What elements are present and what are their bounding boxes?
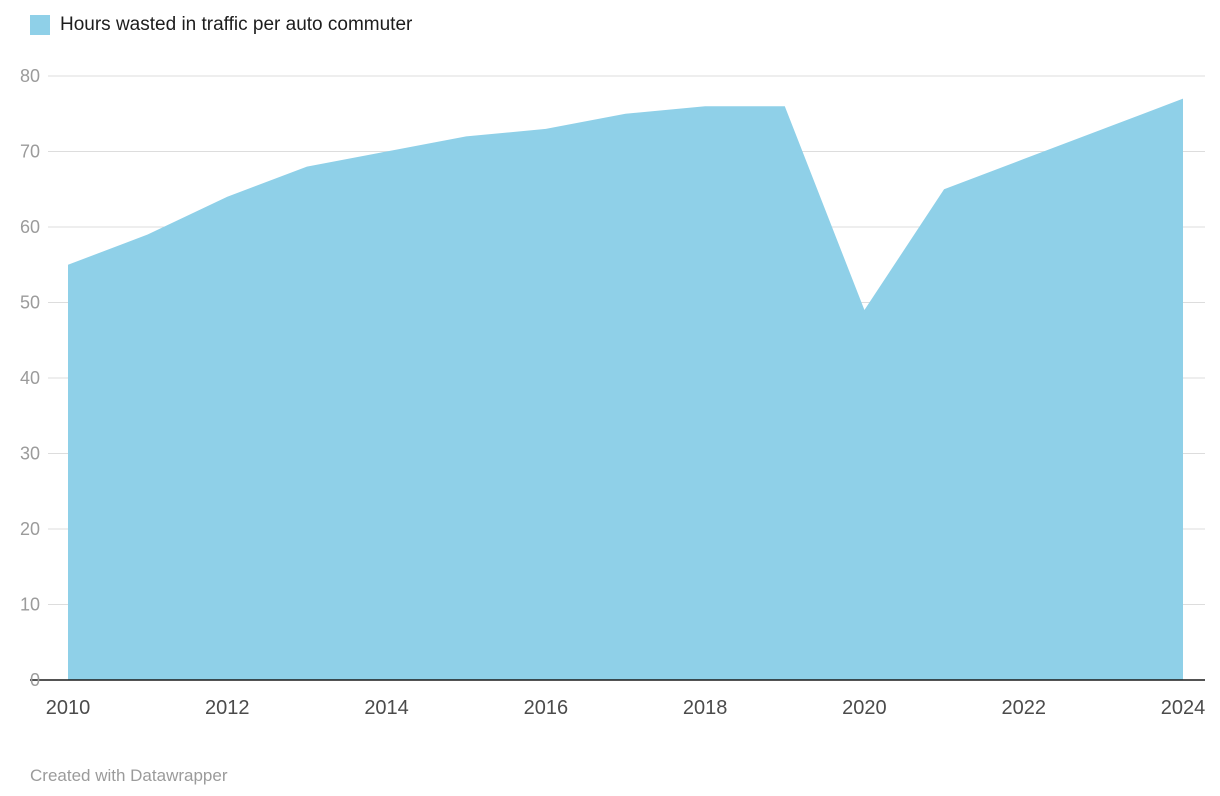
x-tick-label: 2022 [1001,697,1046,719]
y-tick-label: 20 [20,519,40,539]
legend: Hours wasted in traffic per auto commute… [30,14,412,36]
legend-label: Hours wasted in traffic per auto commute… [60,14,413,35]
y-tick-label: 30 [20,444,40,464]
x-tick-label: 2020 [842,697,887,719]
attribution-text: Created with Datawrapper [30,766,228,785]
y-tick-label: 0 [30,670,40,690]
x-tick-label: 2010 [46,697,91,719]
y-tick-label: 70 [20,142,40,162]
x-tick-label: 2014 [364,697,409,719]
x-tick-label: 2024 [1161,697,1206,719]
x-tick-label: 2012 [205,697,250,719]
y-tick-label: 80 [20,66,40,86]
x-tick-label: 2016 [524,697,569,719]
area-series [68,98,1183,680]
y-tick-label: 50 [20,293,40,313]
y-tick-label: 40 [20,368,40,388]
x-tick-label: 2018 [683,697,728,719]
y-tick-label: 60 [20,217,40,237]
legend-swatch [30,15,50,35]
y-tick-label: 10 [20,595,40,615]
